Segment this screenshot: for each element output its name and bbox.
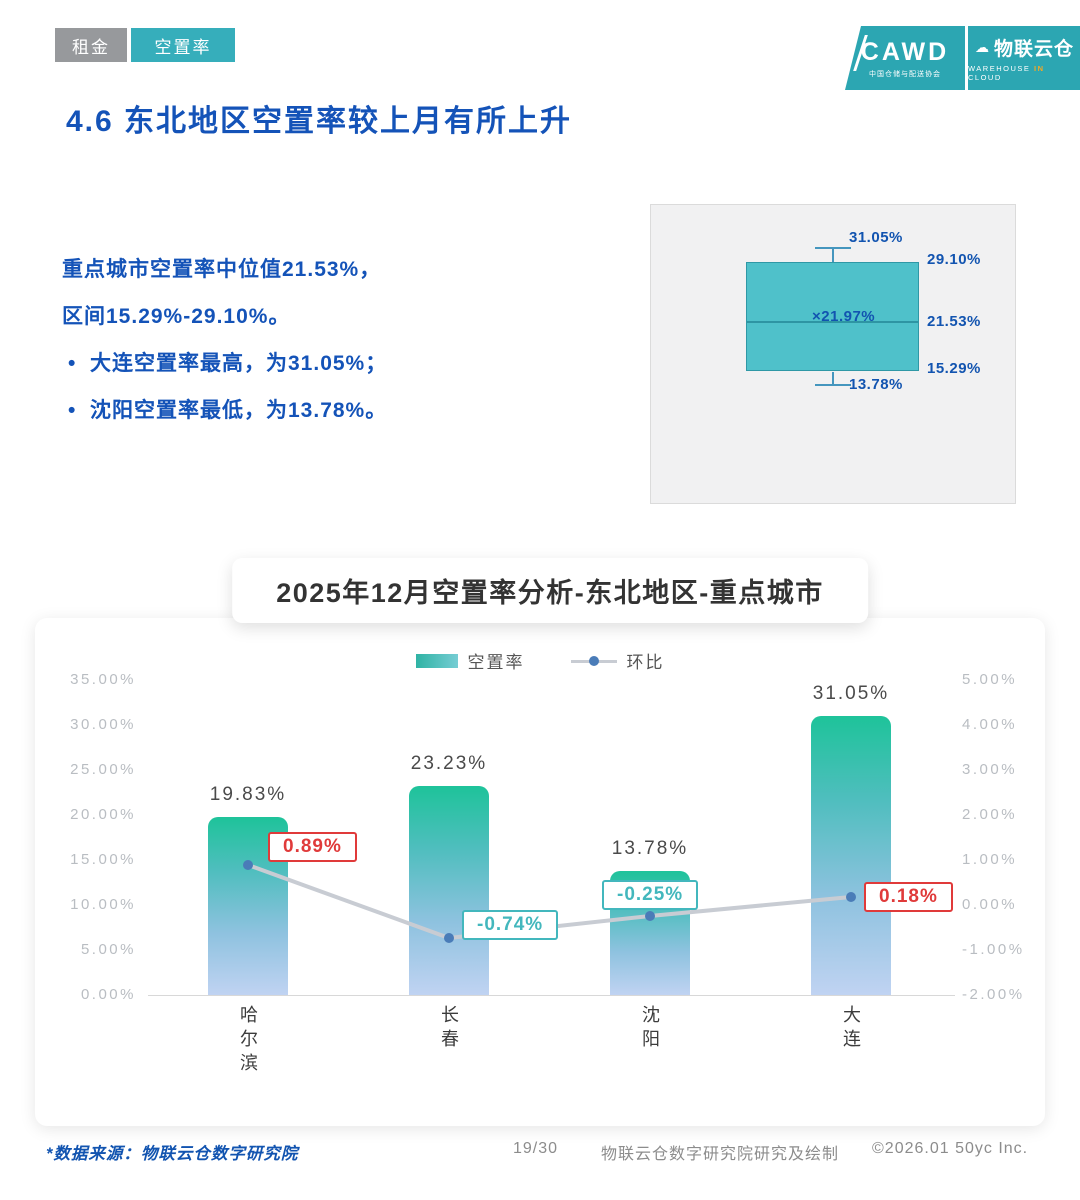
boxplot-q3-label: 29.10%: [927, 251, 981, 268]
brand-logo: CAWD 中国仓储与配送协会 ☁ 物联云仓 WAREHOUSE IN CLOUD: [845, 26, 1080, 90]
boxplot-bottom-cap: [815, 384, 851, 386]
boxplot-top-cap: [815, 247, 851, 249]
footer-page-number: 19/30: [513, 1140, 559, 1157]
footer-credit: 物联云仓数字研究院研究及绘制: [601, 1146, 840, 1163]
chart-card: [35, 618, 1045, 1126]
wlyc-subtitle: WAREHOUSE IN CLOUD: [968, 64, 1080, 82]
boxplot-panel: ×21.97% 31.05% 29.10% 21.53% 15.29% 13.7…: [650, 204, 1016, 504]
footer-data-source: *数据来源：物联云仓数字研究院: [46, 1145, 299, 1163]
wlyc-sub-cloud: CLOUD: [968, 73, 1002, 82]
summary-bullet-2-text: 沈阳空置率最低，为13.78%。: [90, 399, 388, 422]
summary-bullet-2: • 沈阳空置率最低，为13.78%。: [62, 387, 387, 434]
boxplot-mean-label: ×21.97%: [812, 308, 875, 325]
summary-bullet-1: • 大连空置率最高，为31.05%；: [62, 340, 387, 387]
legend-item-mom[interactable]: 环比: [570, 648, 665, 673]
mean-marker-icon: ×: [812, 308, 822, 325]
wlyc-logo: ☁ 物联云仓 WAREHOUSE IN CLOUD: [968, 26, 1080, 90]
boxplot-median-label: 21.53%: [927, 313, 981, 330]
chart-title: 2025年12月空置率分析-东北地区-重点城市: [232, 558, 868, 623]
summary-line-1: 重点城市空置率中位值21.53%，: [62, 258, 382, 281]
cloud-icon: ☁: [974, 39, 990, 55]
wlyc-sub-in: IN: [1034, 64, 1045, 73]
boxplot-min-label: 13.78%: [849, 376, 903, 393]
bullet-icon: •: [68, 399, 77, 422]
chart-legend: 空置率 环比: [0, 648, 1080, 673]
boxplot-median-line: [747, 321, 918, 323]
page-title: 4.6 东北地区空置率较上月有所上升: [66, 105, 573, 138]
footer-copyright: ©2026.01 50yc Inc.: [872, 1140, 1029, 1157]
legend-label-mom: 环比: [626, 653, 665, 672]
vacancy-bar-swatch-icon: [415, 653, 458, 668]
bullet-icon: •: [68, 352, 77, 375]
summary-bullet-1-text: 大连空置率最高，为31.05%；: [90, 352, 388, 375]
boxplot-bottom-whisker: [832, 372, 834, 384]
cawd-logo: CAWD 中国仓储与配送协会: [845, 26, 965, 90]
wlyc-sub-warehouse: WAREHOUSE: [968, 64, 1031, 73]
summary-text: 重点城市空置率中位值21.53%， 区间15.29%-29.10%。 • 大连空…: [62, 246, 387, 434]
boxplot-box: [746, 262, 919, 371]
mom-dot-icon: [588, 655, 599, 666]
mom-line-swatch-icon: [570, 654, 617, 668]
boxplot-q1-label: 15.29%: [927, 360, 981, 377]
logo-divider: [965, 26, 968, 90]
legend-item-vacancy[interactable]: 空置率: [415, 648, 525, 673]
cawd-wordmark: CAWD: [860, 37, 950, 66]
legend-label-vacancy: 空置率: [467, 653, 525, 672]
cawd-subtitle: 中国仓储与配送协会: [869, 70, 941, 78]
mean-value: 21.97%: [821, 308, 876, 325]
wlyc-wordmark: 物联云仓: [993, 39, 1074, 60]
tab-rent[interactable]: 租金: [55, 28, 127, 62]
tab-vacancy[interactable]: 空置率: [131, 28, 235, 62]
boxplot-max-label: 31.05%: [849, 229, 903, 246]
summary-line-2: 区间15.29%-29.10%。: [62, 305, 291, 328]
boxplot-top-whisker: [832, 249, 834, 262]
